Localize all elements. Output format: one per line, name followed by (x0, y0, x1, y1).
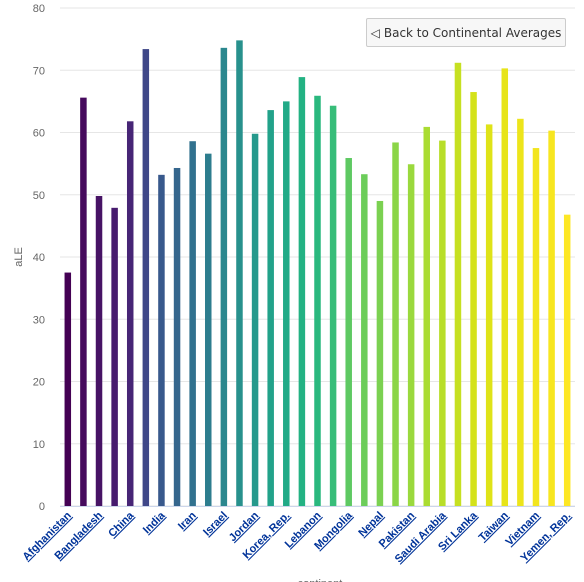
x-axis-title: continent (298, 578, 343, 582)
bar-jordan[interactable] (251, 133, 259, 506)
y-tick-label: 30 (33, 314, 45, 326)
bars (64, 40, 571, 507)
y-tick-label: 10 (33, 439, 45, 451)
bar-yemen-rep[interactable] (563, 214, 571, 507)
bar-mongolia[interactable] (345, 158, 352, 506)
bar-korea-dem-rep[interactable] (267, 110, 274, 506)
bar-india[interactable] (158, 174, 165, 506)
bar-israel[interactable] (220, 47, 228, 507)
bar-bahrain[interactable] (80, 97, 87, 506)
x-tick-label-israel[interactable]: Israel (201, 510, 230, 539)
bar-kuwait[interactable] (298, 77, 306, 506)
x-tick-label-india[interactable]: India (141, 509, 168, 536)
bar-taiwan[interactable] (501, 68, 509, 506)
x-tick-label-china[interactable]: China (106, 509, 137, 540)
bar-iraq[interactable] (205, 153, 212, 506)
bar-indonesia[interactable] (173, 167, 181, 507)
bar-bangladesh[interactable] (95, 196, 103, 506)
bar-thailand[interactable] (517, 118, 524, 507)
bar-lebanon[interactable] (314, 95, 321, 507)
bar-vietnam[interactable] (532, 148, 540, 506)
bar-west-bank-and-gaza[interactable] (548, 130, 555, 506)
back-triangle-icon: ◁ (370, 25, 380, 40)
y-tick-label: 40 (33, 252, 45, 264)
bar-myanmar[interactable] (361, 174, 368, 506)
bar-china[interactable] (126, 121, 134, 507)
y-tick-label: 20 (33, 377, 45, 389)
bar-oman[interactable] (392, 142, 399, 506)
bar-iran[interactable] (189, 141, 196, 506)
bar-japan[interactable] (236, 40, 243, 507)
bar-afghanistan[interactable] (64, 272, 72, 506)
y-tick-label: 70 (33, 65, 45, 77)
y-axis-title: aLE (13, 247, 25, 267)
y-tick-label: 0 (39, 501, 45, 513)
bar-singapore[interactable] (454, 62, 462, 506)
bar-pakistan[interactable] (407, 164, 415, 506)
y-tick-label: 80 (33, 3, 45, 15)
bar-hong-kong-china[interactable] (142, 49, 150, 506)
bar-saudi-arabia[interactable] (439, 140, 446, 506)
x-tick-label-iran[interactable]: Iran (176, 509, 199, 532)
y-tick-label: 60 (33, 128, 45, 140)
y-tick-label: 50 (33, 190, 45, 202)
bar-philippines[interactable] (423, 126, 430, 507)
bar-cambodia[interactable] (111, 207, 118, 506)
bar-malaysia[interactable] (329, 105, 337, 506)
bar-sri-lanka[interactable] (470, 92, 477, 506)
bar-syria[interactable] (485, 124, 493, 506)
back-button-label: Back to Continental Averages (383, 25, 562, 40)
bar-nepal[interactable] (376, 200, 384, 506)
bar-korea-rep[interactable] (283, 101, 290, 507)
back-to-continental-averages-button[interactable]: ◁ Back to Continental Averages (366, 18, 566, 47)
x-tick-label-nepal[interactable]: Nepal (356, 510, 386, 540)
